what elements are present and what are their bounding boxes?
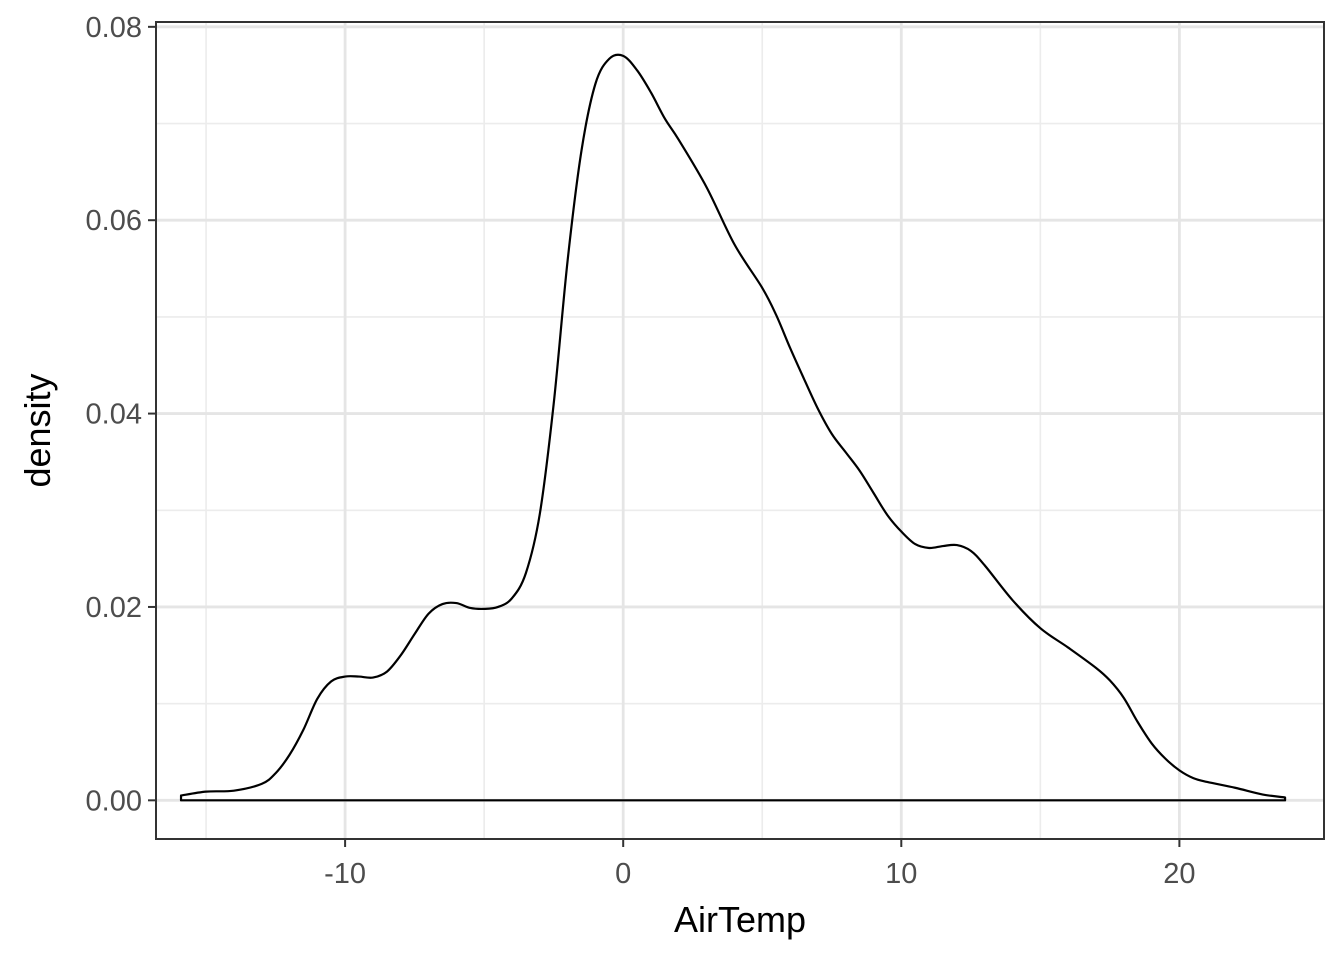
x-axis: -10 0 10 20 (324, 839, 1196, 890)
x-tick-label: 10 (885, 858, 917, 890)
y-tick-label: 0.02 (86, 592, 142, 624)
x-axis-title: AirTemp (674, 899, 806, 940)
density-series (179, 53, 1287, 802)
panel-border (155, 21, 1325, 840)
y-tick-label: 0.04 (86, 399, 142, 431)
y-axis: 0.00 0.02 0.04 0.06 0.08 (86, 12, 156, 817)
density-curve (179, 53, 1287, 802)
y-axis-title: density (17, 373, 58, 487)
plot-panel (156, 22, 1324, 839)
y-tick-label: 0.08 (86, 12, 142, 44)
x-tick-label: 0 (615, 858, 631, 890)
x-tick-label: 20 (1163, 858, 1195, 890)
y-tick-label: 0.00 (86, 785, 142, 817)
y-tick-label: 0.06 (86, 205, 142, 237)
x-tick-label: -10 (324, 858, 366, 890)
